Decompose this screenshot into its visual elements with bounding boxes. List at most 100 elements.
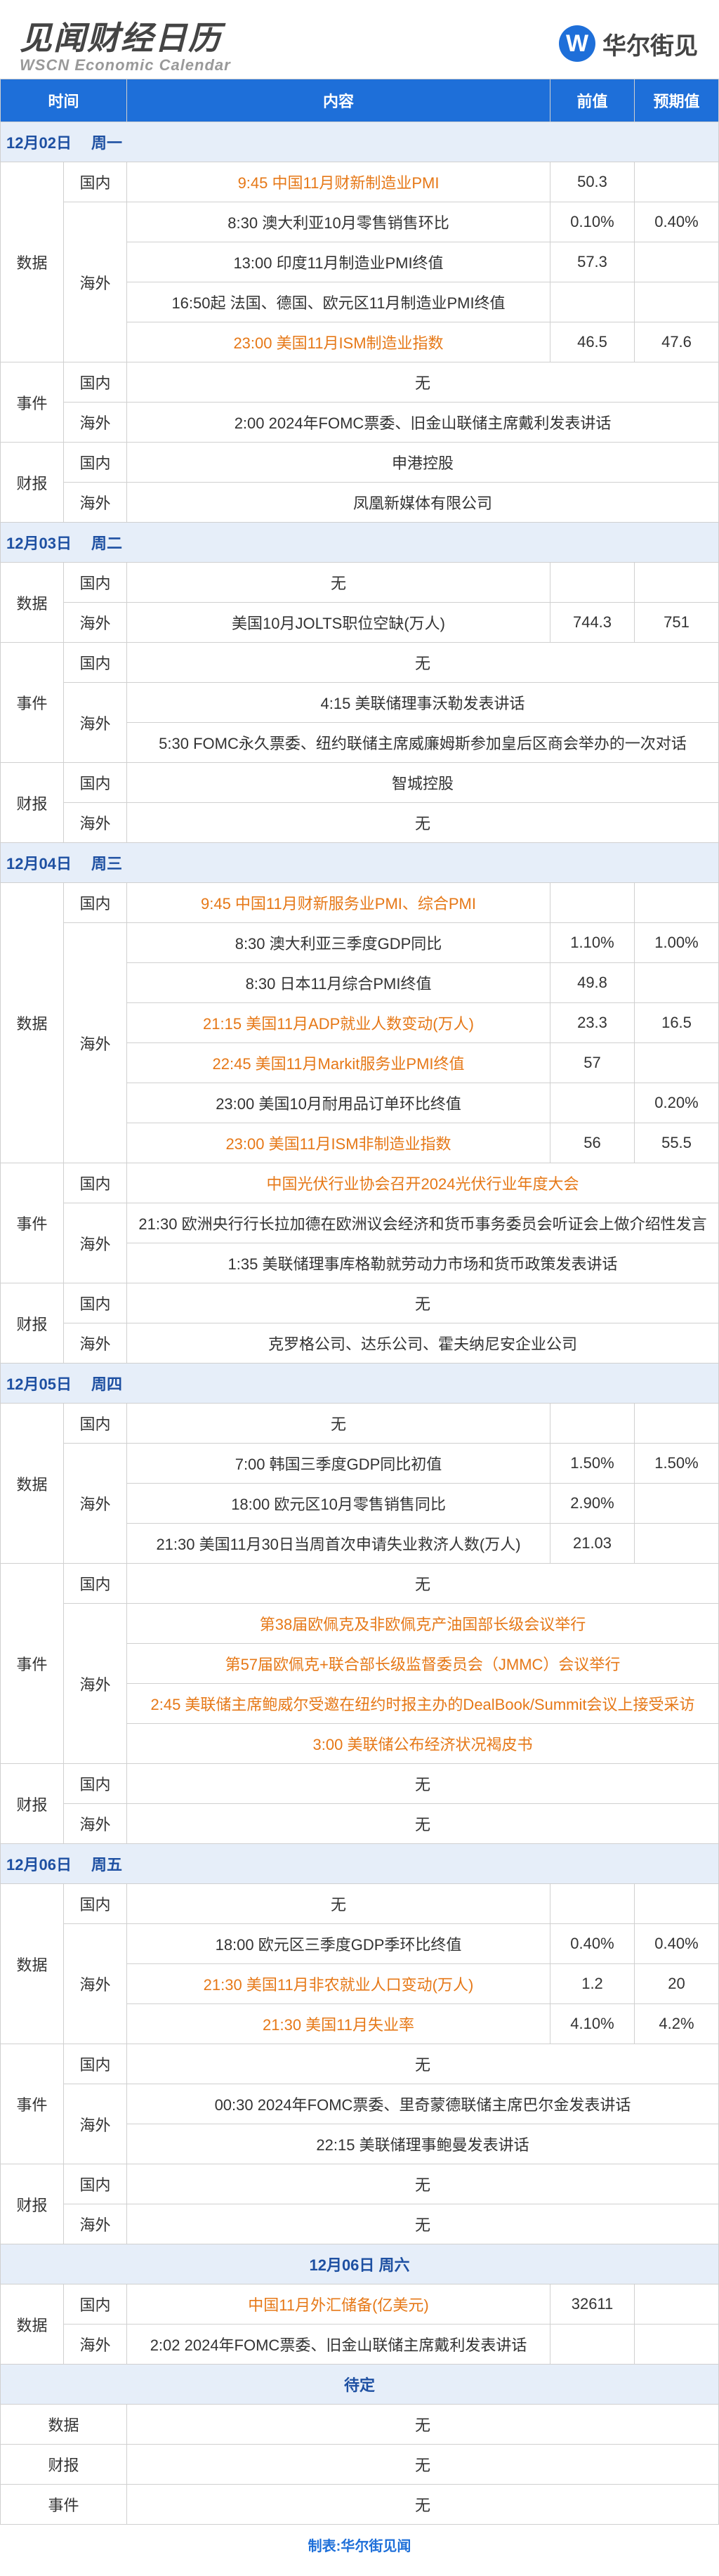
content-cell: 21:30 美国11月30日当周首次申请失业救济人数(万人) [127, 1524, 550, 1564]
date-cell: 12月06日周五 [1, 1844, 719, 1884]
table-row: 数据国内无 [1, 1404, 719, 1444]
region-cell: 国内 [64, 2164, 127, 2204]
content-cell: 无 [127, 2044, 719, 2084]
col-prev: 前值 [550, 79, 635, 122]
forecast-cell: 0.20% [635, 1083, 719, 1123]
content-cell: 3:00 美联储公布经济状况褐皮书 [127, 1724, 719, 1764]
prev-cell: 21.03 [550, 1524, 635, 1564]
region-cell: 国内 [64, 1564, 127, 1604]
region-cell: 海外 [64, 1323, 127, 1364]
category-cell: 事件 [1, 2485, 127, 2525]
table-row: 海外无 [1, 803, 719, 843]
weekday-text: 周三 [91, 855, 122, 872]
content-cell: 克罗格公司、达乐公司、霍夫纳尼安企业公司 [127, 1323, 719, 1364]
content-cell: 21:30 美国11月非农就业人口变动(万人) [127, 1964, 550, 2004]
date-row: 12月02日周一 [1, 122, 719, 162]
content-cell: 无 [127, 2405, 719, 2445]
category-cell: 数据 [1, 1404, 64, 1564]
table-row: 事件国内无 [1, 2044, 719, 2084]
region-cell: 海外 [64, 603, 127, 643]
prev-cell [550, 563, 635, 603]
region-cell: 国内 [64, 883, 127, 923]
content-cell: 9:45 中国11月财新制造业PMI [127, 162, 550, 202]
forecast-cell: 20 [635, 1964, 719, 2004]
category-cell: 事件 [1, 362, 64, 443]
table-row: 财报国内申港控股 [1, 443, 719, 483]
forecast-cell: 4.2% [635, 2004, 719, 2044]
table-row: 海外21:30 欧洲央行行长拉加德在欧洲议会经济和货币事务委员会听证会上做介绍性… [1, 1203, 719, 1243]
content-cell: 13:00 印度11月制造业PMI终值 [127, 242, 550, 282]
date-text: 12月06日 [6, 1856, 72, 1874]
content-cell: 第57届欧佩克+联合部长级监督委员会（JMMC）会议举行 [127, 1644, 719, 1684]
table-row: 财报无 [1, 2445, 719, 2485]
category-cell: 财报 [1, 443, 64, 523]
content-cell: 凤凰新媒体有限公司 [127, 483, 719, 523]
region-cell: 海外 [64, 483, 127, 523]
region-cell: 国内 [64, 443, 127, 483]
forecast-cell: 1.00% [635, 923, 719, 963]
prev-cell [550, 2325, 635, 2365]
region-cell: 海外 [64, 403, 127, 443]
content-cell: 2:02 2024年FOMC票委、旧金山联储主席戴利发表讲话 [127, 2325, 550, 2365]
calendar-table: 时间 内容 前值 预期值 12月02日周一数据国内9:45 中国11月财新制造业… [0, 79, 719, 2525]
content-cell: 23:00 美国11月ISM非制造业指数 [127, 1123, 550, 1163]
category-cell: 数据 [1, 563, 64, 643]
region-cell: 国内 [64, 2284, 127, 2325]
table-row: 海外美国10月JOLTS职位空缺(万人)744.3751 [1, 603, 719, 643]
content-cell: 无 [127, 1764, 719, 1804]
region-cell: 海外 [64, 2204, 127, 2244]
region-cell: 海外 [64, 1924, 127, 2044]
forecast-cell [635, 1524, 719, 1564]
prev-cell: 23.3 [550, 1003, 635, 1043]
prev-cell [550, 282, 635, 322]
table-row: 数据国内中国11月外汇储备(亿美元)32611 [1, 2284, 719, 2325]
region-cell: 海外 [64, 1604, 127, 1764]
region-cell: 国内 [64, 1163, 127, 1203]
date-cell: 12月03日周二 [1, 523, 719, 563]
forecast-cell: 751 [635, 603, 719, 643]
forecast-cell [635, 2325, 719, 2365]
prev-cell: 1.10% [550, 923, 635, 963]
prev-cell: 46.5 [550, 322, 635, 362]
content-cell: 2:00 2024年FOMC票委、旧金山联储主席戴利发表讲话 [127, 403, 719, 443]
table-row: 事件国内中国光伏行业协会召开2024光伏行业年度大会 [1, 1163, 719, 1203]
content-cell: 23:00 美国10月耐用品订单环比终值 [127, 1083, 550, 1123]
pending-header: 待定 [1, 2365, 719, 2405]
table-row: 海外2:00 2024年FOMC票委、旧金山联储主席戴利发表讲话 [1, 403, 719, 443]
forecast-cell [635, 282, 719, 322]
table-row: 海外8:30 澳大利亚10月零售销售环比0.10%0.40% [1, 202, 719, 242]
region-cell: 海外 [64, 923, 127, 1163]
forecast-cell [635, 1043, 719, 1083]
forecast-cell [635, 563, 719, 603]
date-row: 12月04日周三 [1, 843, 719, 883]
content-cell: 无 [127, 1404, 550, 1444]
date-row-inline: 12月06日 周六 [1, 2244, 719, 2284]
table-row: 海外无 [1, 1804, 719, 1844]
table-row: 事件国内无 [1, 643, 719, 683]
title-cn: 见闻财经日历 [20, 13, 231, 59]
prev-cell [550, 883, 635, 923]
forecast-cell: 47.6 [635, 322, 719, 362]
region-cell: 国内 [64, 362, 127, 403]
content-cell: 23:00 美国11月ISM制造业指数 [127, 322, 550, 362]
content-cell: 7:00 韩国三季度GDP同比初值 [127, 1444, 550, 1484]
forecast-cell: 0.40% [635, 202, 719, 242]
content-cell: 22:45 美国11月Markit服务业PMI终值 [127, 1043, 550, 1083]
date-cell: 12月02日周一 [1, 122, 719, 162]
content-cell: 无 [127, 362, 719, 403]
table-row: 海外2:02 2024年FOMC票委、旧金山联储主席戴利发表讲话 [1, 2325, 719, 2365]
content-cell: 21:15 美国11月ADP就业人数变动(万人) [127, 1003, 550, 1043]
region-cell: 海外 [64, 1804, 127, 1844]
date-cell: 12月04日周三 [1, 843, 719, 883]
category-cell: 财报 [1, 1764, 64, 1844]
region-cell: 国内 [64, 763, 127, 803]
content-cell: 无 [127, 1283, 719, 1323]
date-cell: 12月05日周四 [1, 1364, 719, 1404]
table-row: 事件国内无 [1, 1564, 719, 1604]
content-cell: 无 [127, 2485, 719, 2525]
region-cell: 海外 [64, 2325, 127, 2365]
region-cell: 国内 [64, 2044, 127, 2084]
category-cell: 事件 [1, 2044, 64, 2164]
region-cell: 国内 [64, 1884, 127, 1924]
weekday-text: 周四 [91, 1375, 122, 1393]
